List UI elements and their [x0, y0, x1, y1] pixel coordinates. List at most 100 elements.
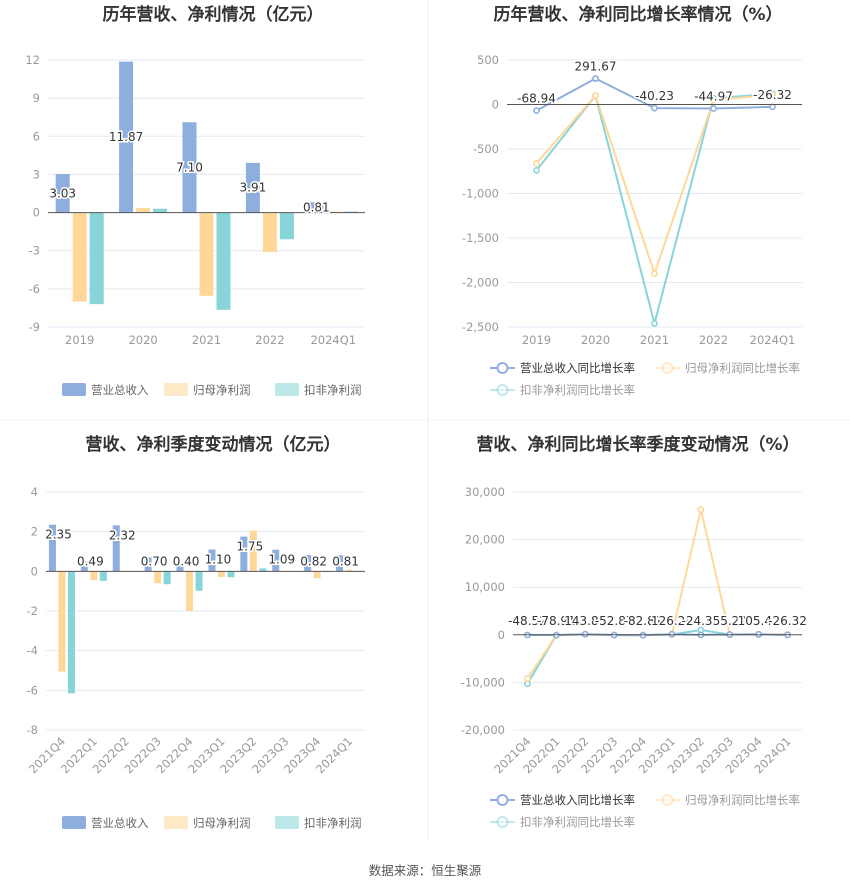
legend-item[interactable]: 扣非净利润同比增长率	[490, 383, 635, 397]
data-label: -78.91	[537, 614, 576, 628]
bar-revenue[interactable]	[208, 549, 216, 572]
legend-label: 营业总收入	[91, 816, 149, 830]
bar-revenue[interactable]	[182, 122, 197, 213]
legend-swatch	[275, 816, 299, 829]
legend-swatch	[62, 383, 86, 396]
bar-deducted-profit[interactable]	[67, 571, 75, 694]
bar-net-profit[interactable]	[199, 212, 214, 296]
bar-revenue[interactable]	[245, 162, 260, 213]
bar-revenue[interactable]	[309, 202, 324, 213]
legend-label: 营业总收入	[91, 383, 149, 397]
legend-item[interactable]: 扣非净利润	[275, 383, 362, 397]
data-point[interactable]	[651, 320, 658, 327]
legend-item[interactable]: 营业总收入	[62, 816, 149, 830]
legend-item[interactable]: 营业总收入同比增长率	[490, 793, 635, 807]
data-label: -52.87	[595, 614, 634, 628]
data-label: -40.23	[635, 89, 674, 103]
bar-net-profit[interactable]	[262, 212, 277, 252]
legend-item[interactable]: 归母净利润	[164, 383, 251, 397]
data-label: 3.91	[240, 181, 267, 195]
data-point[interactable]	[533, 159, 540, 167]
data-point[interactable]	[524, 675, 531, 682]
data-point[interactable]	[581, 630, 589, 638]
data-label: 1.10	[205, 553, 232, 567]
data-point[interactable]	[769, 103, 776, 111]
data-point[interactable]	[697, 506, 705, 514]
bar-deducted-profit[interactable]	[343, 211, 358, 213]
bar-deducted-profit[interactable]	[163, 571, 171, 585]
legend-item[interactable]: 营业总收入同比增长率	[490, 361, 635, 375]
x-tick-label: 2021	[192, 333, 221, 347]
legend-item[interactable]: 归母净利润同比增长率	[655, 361, 800, 375]
bar-net-profit[interactable]	[154, 571, 162, 584]
data-point[interactable]	[651, 270, 658, 277]
data-label: -68.94	[517, 92, 556, 106]
bar-revenue[interactable]	[55, 174, 70, 213]
bar-deducted-profit[interactable]	[99, 571, 107, 581]
bar-revenue[interactable]	[272, 549, 280, 572]
legend-item[interactable]: 营业总收入	[62, 383, 149, 397]
bar-revenue[interactable]	[304, 555, 312, 572]
series-line-net-profit-growth	[535, 93, 773, 277]
legend-item[interactable]: 归母净利润	[164, 816, 251, 830]
bar-revenue[interactable]	[48, 524, 56, 572]
data-label: -48.52	[508, 614, 547, 628]
data-source: 数据来源：恒生聚源	[369, 863, 482, 878]
data-label: 11.87	[109, 130, 143, 144]
bar-deducted-profit[interactable]	[89, 212, 104, 305]
data-label: 2.35	[45, 528, 72, 542]
series-line-net-profit-growth	[526, 509, 788, 680]
data-point[interactable]	[755, 630, 763, 638]
bar-net-profit[interactable]	[313, 571, 321, 579]
bar-revenue[interactable]	[80, 561, 88, 572]
bar-net-profit[interactable]	[72, 212, 87, 302]
data-point[interactable]	[592, 75, 599, 82]
bar-net-profit[interactable]	[186, 571, 194, 611]
y-tick-label: -4	[27, 644, 38, 658]
y-tick-label: 30,000	[465, 485, 505, 499]
bar-deducted-profit[interactable]	[195, 571, 203, 591]
legend-item[interactable]: 扣非净利润	[275, 816, 362, 830]
bar-net-profit[interactable]	[249, 530, 257, 572]
y-tick-label: -1,500	[462, 231, 499, 245]
bar-net-profit[interactable]	[345, 569, 353, 572]
data-point[interactable]	[533, 166, 540, 174]
bar-deducted-profit[interactable]	[216, 212, 231, 310]
bar-deducted-profit[interactable]	[227, 571, 235, 578]
data-point[interactable]	[710, 105, 717, 112]
bar-deducted-profit[interactable]	[279, 212, 294, 240]
bar-revenue[interactable]	[112, 525, 120, 572]
bar-deducted-profit[interactable]	[259, 568, 267, 572]
bar-deducted-profit[interactable]	[153, 208, 168, 213]
bar-revenue[interactable]	[144, 557, 152, 572]
bar-net-profit[interactable]	[58, 571, 66, 672]
legend-label: 扣非净利润同比增长率	[520, 383, 635, 397]
bar-net-profit[interactable]	[136, 208, 151, 213]
data-point[interactable]	[668, 630, 676, 638]
legend-item[interactable]: 归母净利润同比增长率	[655, 793, 800, 807]
legend-label: 扣非净利润	[304, 383, 362, 397]
legend-label: 归母净利润同比增长率	[685, 361, 800, 375]
data-point[interactable]	[592, 92, 599, 99]
bar-revenue[interactable]	[240, 536, 248, 572]
bar-revenue[interactable]	[336, 555, 344, 572]
legend-item[interactable]: 扣非净利润同比增长率	[490, 815, 635, 829]
data-label: 0.49	[77, 554, 104, 568]
bar-revenue[interactable]	[119, 61, 134, 213]
data-label: 55.20	[713, 614, 747, 628]
data-point[interactable]	[533, 107, 540, 115]
x-tick-label: 2024Q1	[310, 333, 356, 347]
x-tick-label: 2021	[640, 333, 669, 347]
data-point[interactable]	[769, 91, 776, 99]
data-point[interactable]	[710, 96, 717, 104]
bar-net-profit[interactable]	[217, 571, 225, 577]
y-tick-label: -6	[29, 282, 40, 296]
data-point[interactable]	[651, 104, 658, 112]
bar-net-profit[interactable]	[326, 211, 341, 213]
bar-revenue[interactable]	[176, 563, 184, 572]
data-point[interactable]	[524, 680, 531, 688]
bar-net-profit[interactable]	[90, 571, 98, 581]
x-tick-label: 2019	[65, 333, 94, 347]
y-tick-label: 0	[492, 98, 499, 112]
